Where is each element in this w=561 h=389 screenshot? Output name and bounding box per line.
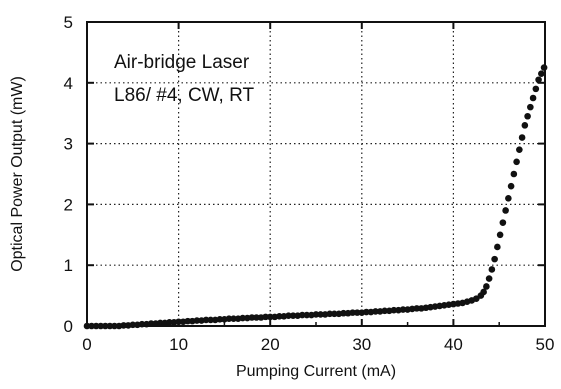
data-point xyxy=(317,311,324,318)
data-point xyxy=(505,195,512,202)
data-point xyxy=(207,316,214,324)
grid-lines xyxy=(87,22,545,326)
data-point xyxy=(518,134,526,141)
y-axis-label: Optical Power Output (mW) xyxy=(9,76,26,272)
x-tick-label: 0 xyxy=(82,335,91,354)
data-point xyxy=(202,316,210,324)
x-axis-label: Pumping Current (mA) xyxy=(236,363,396,380)
y-tick-label: 0 xyxy=(64,317,73,336)
data-point xyxy=(175,318,182,326)
y-tick-label: 3 xyxy=(64,135,73,154)
data-point xyxy=(312,311,320,318)
data-point xyxy=(496,231,504,239)
data-point xyxy=(216,316,224,323)
data-point xyxy=(184,317,192,325)
annotation-line-1: Air-bridge Laser xyxy=(114,52,250,73)
data-point xyxy=(326,310,334,318)
data-point xyxy=(372,308,379,315)
data-point xyxy=(538,70,545,77)
data-point xyxy=(532,85,540,93)
y-tick-labels: 0 1 2 3 4 5 xyxy=(64,13,73,336)
data-point xyxy=(529,94,537,102)
data-point xyxy=(298,311,306,319)
y-tick-label: 2 xyxy=(64,195,73,214)
data-point xyxy=(516,146,523,153)
x-tick-label: 50 xyxy=(536,335,555,354)
data-point xyxy=(193,317,201,324)
data-point xyxy=(507,182,515,190)
data-point xyxy=(494,243,501,251)
data-point xyxy=(390,306,398,314)
data-point xyxy=(381,307,389,315)
y-tick-label: 4 xyxy=(64,74,73,93)
x-tick-labels: 0 10 20 30 40 50 xyxy=(82,335,554,354)
data-point xyxy=(276,312,283,320)
data-point xyxy=(527,103,534,111)
data-point xyxy=(262,313,269,321)
x-tick-label: 40 xyxy=(444,335,463,354)
data-point xyxy=(510,170,518,178)
y-tick-label: 5 xyxy=(64,13,73,32)
annotation-line-2: L86/ #4, CW, RT xyxy=(114,85,254,106)
data-point xyxy=(156,319,164,327)
data-point xyxy=(535,76,542,84)
data-point xyxy=(485,275,493,282)
data-point xyxy=(289,312,297,319)
data-point xyxy=(303,311,311,319)
data-point xyxy=(239,314,247,322)
data-point xyxy=(285,312,292,319)
data-point xyxy=(363,308,370,316)
data-point xyxy=(349,309,356,316)
data-point xyxy=(491,255,498,263)
data-point xyxy=(413,305,421,312)
x-tick-label: 10 xyxy=(169,335,188,354)
data-point xyxy=(353,309,361,316)
data-point xyxy=(480,288,487,296)
data-point xyxy=(266,313,274,321)
data-point xyxy=(513,158,520,166)
data-point xyxy=(166,319,173,326)
data-point xyxy=(230,315,237,323)
data-point xyxy=(253,314,260,321)
data-point xyxy=(399,306,407,313)
y-tick-label: 1 xyxy=(64,256,73,275)
plot-frame xyxy=(86,21,546,327)
data-point xyxy=(248,314,256,321)
data-points xyxy=(83,64,548,330)
x-tick-label: 30 xyxy=(352,335,371,354)
data-point xyxy=(483,283,490,290)
data-point xyxy=(521,122,529,129)
data-point xyxy=(340,309,347,317)
data-point xyxy=(488,266,496,273)
data-point xyxy=(225,315,233,323)
data-point xyxy=(331,310,338,318)
data-point xyxy=(524,112,531,120)
data-point xyxy=(499,219,507,226)
data-point xyxy=(502,207,509,214)
x-tick-label: 20 xyxy=(261,335,280,354)
